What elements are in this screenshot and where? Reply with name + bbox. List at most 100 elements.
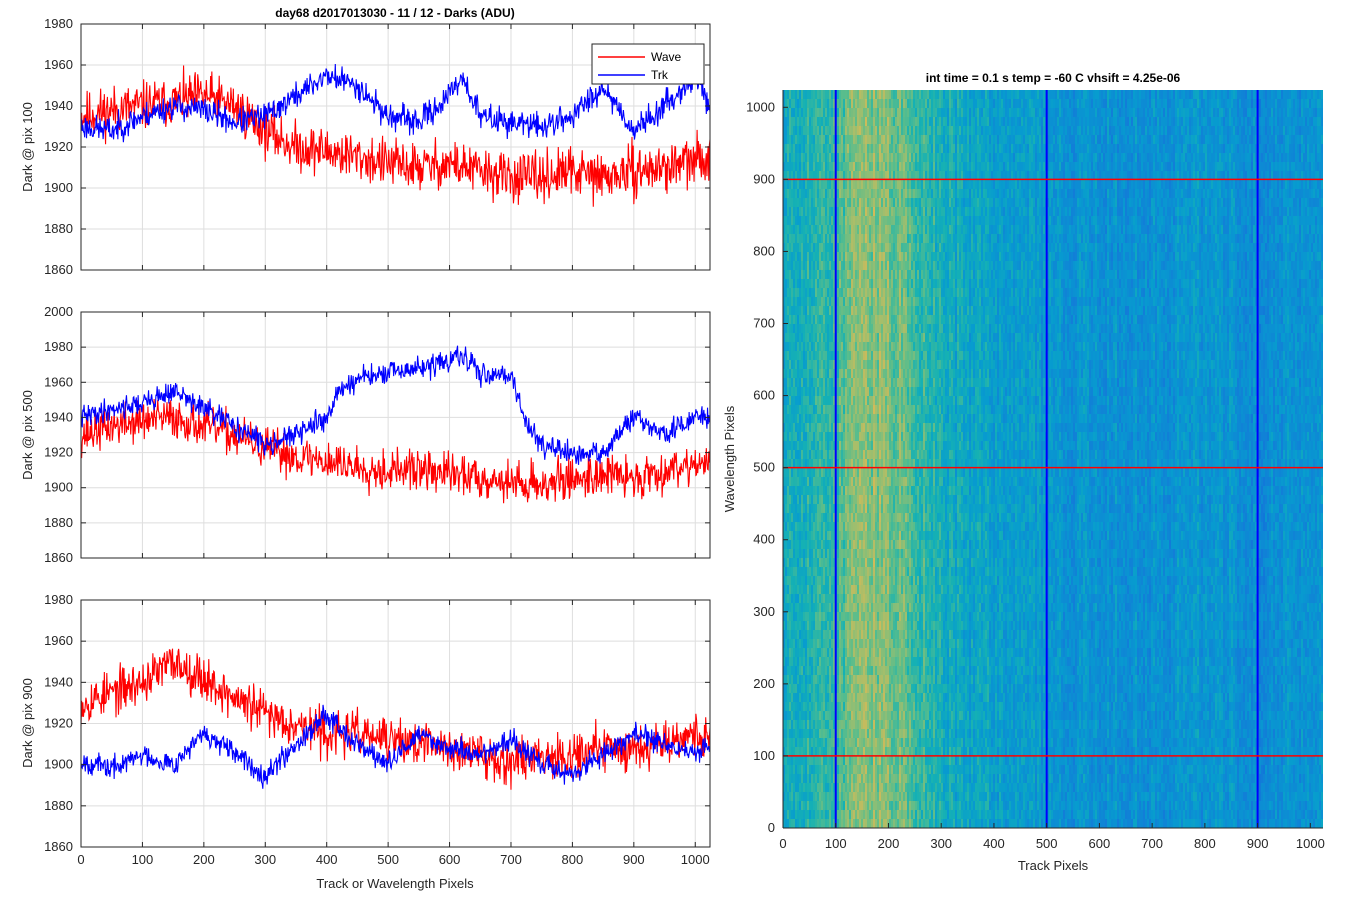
heatmap-cell bbox=[881, 117, 884, 127]
heatmap-cell bbox=[805, 756, 808, 766]
heatmap-cell bbox=[843, 549, 846, 559]
heatmap-cell bbox=[893, 261, 896, 271]
heatmap-cell bbox=[789, 504, 792, 514]
heatmap-cell bbox=[857, 729, 860, 739]
heatmap-cell bbox=[841, 477, 844, 487]
heatmap-cell bbox=[881, 90, 884, 100]
heatmap-cell bbox=[853, 360, 856, 370]
heatmap-cell bbox=[787, 729, 790, 739]
heatmap-cell bbox=[827, 558, 830, 568]
heatmap-cell bbox=[813, 729, 816, 739]
heatmap-cell bbox=[823, 531, 826, 541]
heatmap-cell bbox=[811, 567, 814, 577]
heatmap-cell bbox=[883, 324, 886, 334]
heatmap-cell bbox=[883, 261, 886, 271]
heatmap-cell bbox=[815, 531, 818, 541]
heatmap-cell bbox=[867, 342, 870, 352]
heatmap-cell bbox=[875, 135, 878, 145]
heatmap-cell bbox=[895, 450, 898, 460]
heatmap-cell bbox=[825, 756, 828, 766]
heatmap-cell bbox=[791, 387, 794, 397]
heatmap-cell bbox=[845, 531, 848, 541]
heatmap-cell bbox=[807, 396, 810, 406]
heatmap-cell bbox=[829, 684, 832, 694]
heatmap-cell bbox=[885, 621, 888, 631]
heatmap-cell bbox=[789, 666, 792, 676]
heatmap-cell bbox=[873, 369, 876, 379]
heatmap-cell bbox=[879, 288, 882, 298]
heatmap-cell bbox=[811, 414, 814, 424]
heatmap-cell bbox=[789, 549, 792, 559]
heatmap-cell bbox=[861, 216, 864, 226]
heatmap-cell bbox=[895, 495, 898, 505]
heatmap-cell bbox=[851, 792, 854, 802]
heatmap-cell bbox=[839, 810, 842, 820]
heatmap-cell bbox=[827, 441, 830, 451]
heatmap-cell bbox=[895, 549, 898, 559]
heatmap-cell bbox=[827, 702, 830, 712]
heatmap-cell bbox=[817, 765, 820, 775]
heatmap-cell bbox=[857, 351, 860, 361]
heatmap-cell bbox=[817, 180, 820, 190]
heatmap-cell bbox=[891, 99, 894, 109]
heatmap-cell bbox=[833, 306, 836, 316]
heatmap-cell bbox=[897, 756, 900, 766]
heatmap-cell bbox=[841, 225, 844, 235]
heatmap-cell bbox=[797, 810, 800, 820]
heatmap-cell bbox=[793, 126, 796, 136]
heatmap-cell bbox=[795, 108, 798, 118]
heatmap-cell bbox=[865, 693, 868, 703]
heatmap-cell bbox=[817, 612, 820, 622]
heatmap-cell bbox=[787, 90, 790, 100]
heatmap-cell bbox=[795, 621, 798, 631]
heatmap-cell bbox=[891, 468, 894, 478]
heatmap-cell bbox=[885, 522, 888, 532]
heatmap-cell bbox=[833, 252, 836, 262]
heatmap-cell bbox=[893, 441, 896, 451]
heatmap-cell bbox=[853, 135, 856, 145]
heatmap-cell bbox=[877, 405, 880, 415]
heatmap-cell bbox=[793, 819, 796, 828]
heatmap-cell bbox=[855, 108, 858, 118]
heatmap-cell bbox=[891, 774, 894, 784]
heatmap-cell bbox=[829, 504, 832, 514]
heatmap-cell bbox=[843, 333, 846, 343]
heatmap-cell bbox=[795, 180, 798, 190]
heatmap-cell bbox=[811, 522, 814, 532]
heatmap-cell bbox=[799, 423, 802, 433]
heatmap-cell bbox=[795, 324, 798, 334]
heatmap-cell bbox=[889, 765, 892, 775]
heatmap-cell bbox=[831, 504, 834, 514]
heatmap-cell bbox=[785, 603, 788, 613]
heatmap-cell bbox=[809, 288, 812, 298]
heatmap-cell bbox=[821, 360, 824, 370]
heatmap-cell bbox=[799, 189, 802, 199]
heatmap-cell bbox=[853, 720, 856, 730]
heatmap-cell bbox=[783, 315, 786, 325]
heatmap-cell bbox=[873, 576, 876, 586]
heatmap-cell bbox=[807, 99, 810, 109]
heatmap-cell bbox=[809, 117, 812, 127]
heatmap-cell bbox=[791, 639, 794, 649]
heatmap-cell bbox=[847, 225, 850, 235]
heatmap-cell bbox=[873, 513, 876, 523]
heatmap-cell bbox=[783, 126, 786, 136]
heatmap-cell bbox=[863, 810, 866, 820]
heatmap-cell bbox=[793, 441, 796, 451]
heatmap-cell bbox=[889, 369, 892, 379]
heatmap-cell bbox=[847, 765, 850, 775]
heatmap-cell bbox=[893, 693, 896, 703]
heatmap-cell bbox=[803, 396, 806, 406]
heatmap-cell bbox=[867, 594, 870, 604]
heatmap-cell bbox=[847, 135, 850, 145]
heatmap-cell bbox=[791, 756, 794, 766]
heatmap-cell bbox=[807, 288, 810, 298]
heatmap-cell bbox=[859, 504, 862, 514]
y-tick-label: 1860 bbox=[44, 839, 73, 854]
heatmap-cell bbox=[815, 342, 818, 352]
heatmap-cell bbox=[853, 225, 856, 235]
heatmap-cell bbox=[801, 612, 804, 622]
heatmap-cell bbox=[845, 612, 848, 622]
heatmap-cell bbox=[891, 405, 894, 415]
heatmap-cell bbox=[855, 252, 858, 262]
